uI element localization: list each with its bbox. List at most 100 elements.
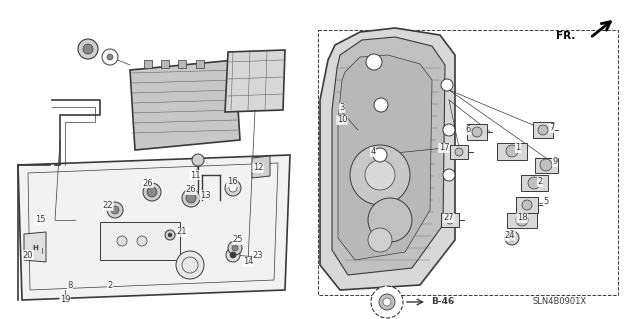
Text: 21: 21 xyxy=(177,227,188,236)
Circle shape xyxy=(232,245,238,251)
Circle shape xyxy=(368,198,412,242)
Text: 2: 2 xyxy=(538,177,543,187)
Text: B-46: B-46 xyxy=(431,298,454,307)
Circle shape xyxy=(78,39,98,59)
Text: 5: 5 xyxy=(543,197,548,206)
Circle shape xyxy=(505,231,519,245)
Circle shape xyxy=(365,160,395,190)
Polygon shape xyxy=(24,232,46,262)
Circle shape xyxy=(371,286,403,318)
Text: 18: 18 xyxy=(516,213,527,222)
Polygon shape xyxy=(441,213,459,227)
Circle shape xyxy=(528,177,540,189)
Text: 17: 17 xyxy=(438,144,449,152)
Circle shape xyxy=(379,294,395,310)
Polygon shape xyxy=(320,28,455,290)
Circle shape xyxy=(516,214,528,226)
Text: 8: 8 xyxy=(67,280,73,290)
Text: 26: 26 xyxy=(143,179,154,188)
Circle shape xyxy=(506,145,518,157)
Polygon shape xyxy=(533,122,553,138)
Circle shape xyxy=(182,189,200,207)
Circle shape xyxy=(117,236,127,246)
Polygon shape xyxy=(497,143,527,160)
Bar xyxy=(178,60,186,68)
Bar xyxy=(144,60,152,68)
Circle shape xyxy=(455,148,463,156)
Circle shape xyxy=(143,183,161,201)
Circle shape xyxy=(441,79,453,91)
Circle shape xyxy=(176,251,204,279)
Text: 11: 11 xyxy=(189,170,200,180)
Circle shape xyxy=(165,230,175,240)
Circle shape xyxy=(443,214,455,226)
Polygon shape xyxy=(100,222,180,260)
Text: 3: 3 xyxy=(339,103,345,113)
Circle shape xyxy=(147,187,157,197)
Text: 14: 14 xyxy=(243,257,253,266)
Text: 15: 15 xyxy=(35,216,45,225)
Circle shape xyxy=(226,248,240,262)
Text: 12: 12 xyxy=(253,164,263,173)
Circle shape xyxy=(228,241,242,255)
Text: 19: 19 xyxy=(60,295,70,305)
Circle shape xyxy=(350,145,410,205)
Circle shape xyxy=(368,228,392,252)
Text: SLN4B0901X: SLN4B0901X xyxy=(533,298,587,307)
Circle shape xyxy=(443,124,455,136)
Text: 10: 10 xyxy=(337,115,348,124)
Circle shape xyxy=(83,44,93,54)
Circle shape xyxy=(107,54,113,60)
Text: 13: 13 xyxy=(200,190,211,199)
Polygon shape xyxy=(252,156,270,178)
Text: 7: 7 xyxy=(549,123,555,132)
Text: 22: 22 xyxy=(103,202,113,211)
Bar xyxy=(196,60,204,68)
Circle shape xyxy=(540,159,552,171)
Circle shape xyxy=(111,206,119,214)
Circle shape xyxy=(102,49,118,65)
Circle shape xyxy=(443,169,455,181)
Polygon shape xyxy=(338,55,432,260)
Polygon shape xyxy=(516,197,538,213)
Text: 2: 2 xyxy=(108,280,113,290)
Text: H: H xyxy=(32,245,38,251)
Polygon shape xyxy=(507,213,537,228)
Bar xyxy=(161,60,169,68)
Text: 24: 24 xyxy=(505,232,515,241)
Circle shape xyxy=(373,148,387,162)
Text: 1: 1 xyxy=(515,144,520,152)
Circle shape xyxy=(383,298,391,306)
Circle shape xyxy=(522,200,532,210)
Circle shape xyxy=(186,193,196,203)
Text: 27: 27 xyxy=(444,213,454,222)
Circle shape xyxy=(366,54,382,70)
Polygon shape xyxy=(450,145,468,159)
Text: 16: 16 xyxy=(227,177,237,187)
Polygon shape xyxy=(467,124,487,140)
Circle shape xyxy=(192,154,204,166)
Circle shape xyxy=(509,235,515,241)
Circle shape xyxy=(137,236,147,246)
Text: 20: 20 xyxy=(23,250,33,259)
Circle shape xyxy=(374,98,388,112)
Circle shape xyxy=(230,252,236,258)
Text: 25: 25 xyxy=(233,235,243,244)
Text: 9: 9 xyxy=(552,158,557,167)
Polygon shape xyxy=(130,60,240,150)
Polygon shape xyxy=(535,158,558,173)
Circle shape xyxy=(168,233,172,237)
Polygon shape xyxy=(521,175,548,191)
Circle shape xyxy=(446,216,454,224)
Circle shape xyxy=(225,180,241,196)
Text: 26: 26 xyxy=(186,186,196,195)
Text: 6: 6 xyxy=(465,125,470,135)
Text: 23: 23 xyxy=(253,250,263,259)
Text: FR.: FR. xyxy=(556,31,575,41)
Polygon shape xyxy=(18,155,290,300)
Text: 4: 4 xyxy=(371,147,376,157)
Circle shape xyxy=(472,127,482,137)
Circle shape xyxy=(107,202,123,218)
Circle shape xyxy=(538,125,548,135)
Polygon shape xyxy=(225,50,285,112)
